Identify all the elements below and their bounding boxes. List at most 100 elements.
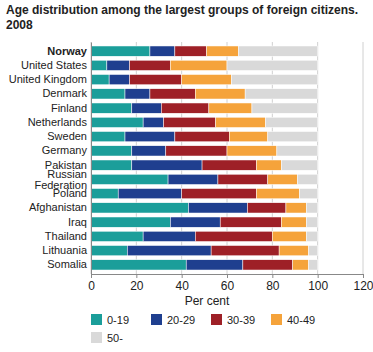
tick: Lithuania [42, 244, 91, 256]
bar [195, 89, 245, 99]
grid-line [91, 42, 92, 274]
bar [186, 260, 243, 270]
bar [130, 60, 171, 70]
bar [277, 146, 318, 156]
tick: Norway [47, 45, 91, 57]
bar [150, 46, 175, 56]
bar [91, 203, 188, 213]
tick: 0 [88, 274, 95, 293]
tick: Iraq [68, 216, 91, 228]
bar [247, 203, 286, 213]
bar [91, 174, 168, 184]
bar [306, 203, 317, 213]
bar [109, 74, 129, 84]
category-label: Poland [53, 187, 87, 199]
bar [91, 260, 186, 270]
bar [91, 117, 143, 127]
bars [91, 46, 318, 270]
bar [91, 245, 127, 255]
tick-label: 60 [221, 279, 235, 293]
bar [168, 174, 218, 184]
bar [143, 117, 163, 127]
bar [209, 103, 252, 113]
bar [281, 217, 306, 227]
title: Age distribution among the largest group… [6, 3, 358, 32]
bar [91, 188, 118, 198]
bar [272, 231, 306, 241]
tick-label: 40 [175, 279, 189, 293]
legend-swatch [211, 314, 222, 325]
bar [161, 103, 209, 113]
tick: Sweden [47, 130, 91, 142]
tick: 120 [353, 274, 373, 293]
legend-label: 40-49 [287, 314, 315, 326]
tick: United States [21, 59, 91, 71]
legend-label: 20-29 [167, 314, 195, 326]
x-axis: 020406080100120 [88, 274, 373, 293]
bar [91, 146, 132, 156]
bar [293, 260, 309, 270]
chart: Age distribution among the largest group… [0, 0, 373, 352]
legend-item: 20-29 [151, 314, 195, 326]
bar [227, 60, 318, 70]
bar [175, 131, 229, 141]
tick: 40 [175, 274, 189, 293]
bar [91, 217, 170, 227]
tick-label: 20 [130, 279, 144, 293]
bar [220, 217, 281, 227]
bar [216, 117, 266, 127]
bar [107, 60, 130, 70]
bar [306, 217, 317, 227]
tick-label: 100 [308, 279, 328, 293]
bar [279, 245, 308, 255]
legend-item: 40-49 [271, 314, 315, 326]
x-axis-line [92, 275, 364, 279]
bar [309, 245, 318, 255]
bar [256, 160, 281, 170]
tick: Somalia [47, 258, 91, 270]
tick-label: 120 [353, 279, 373, 293]
bar [309, 260, 318, 270]
bar [306, 231, 317, 241]
bar [143, 231, 195, 241]
tick: Thailand [45, 230, 91, 242]
category-label: Denmark [42, 87, 87, 99]
legend: 0-19 20-29 30-39 40-49 50- [91, 314, 315, 344]
bar [91, 60, 107, 70]
bar [132, 160, 202, 170]
tick-mark [318, 274, 319, 278]
bar [91, 74, 109, 84]
bar [238, 46, 317, 56]
legend-label: 30-39 [227, 314, 255, 326]
bar [182, 188, 257, 198]
tick: 20 [130, 274, 144, 293]
bar [170, 217, 220, 227]
category-label: United States [21, 59, 88, 71]
tick: United Kingdom [9, 73, 91, 85]
legend-swatch [91, 332, 102, 343]
legend-item: 30-39 [211, 314, 255, 326]
tick-mark [227, 274, 228, 278]
tick-label: 0 [88, 279, 95, 293]
tick: Denmark [42, 87, 91, 99]
tick-mark [182, 274, 183, 278]
bar [170, 60, 227, 70]
bar [150, 89, 195, 99]
bar [91, 231, 143, 241]
tick: Poland [53, 187, 91, 199]
bar [252, 103, 318, 113]
legend-item: 0-19 [91, 314, 129, 326]
bar [207, 46, 239, 56]
legend-item: 50- [91, 332, 123, 344]
category-label: Iraq [68, 216, 87, 228]
legend-label: 0-19 [107, 314, 129, 326]
bar [118, 188, 181, 198]
bar [132, 146, 166, 156]
bar [281, 160, 317, 170]
category-label: Netherlands [28, 116, 88, 128]
tick: Germany [42, 144, 91, 156]
legend-swatch [151, 314, 162, 325]
category-label: Sweden [47, 130, 87, 142]
grid-line [363, 42, 364, 274]
bar [125, 131, 175, 141]
